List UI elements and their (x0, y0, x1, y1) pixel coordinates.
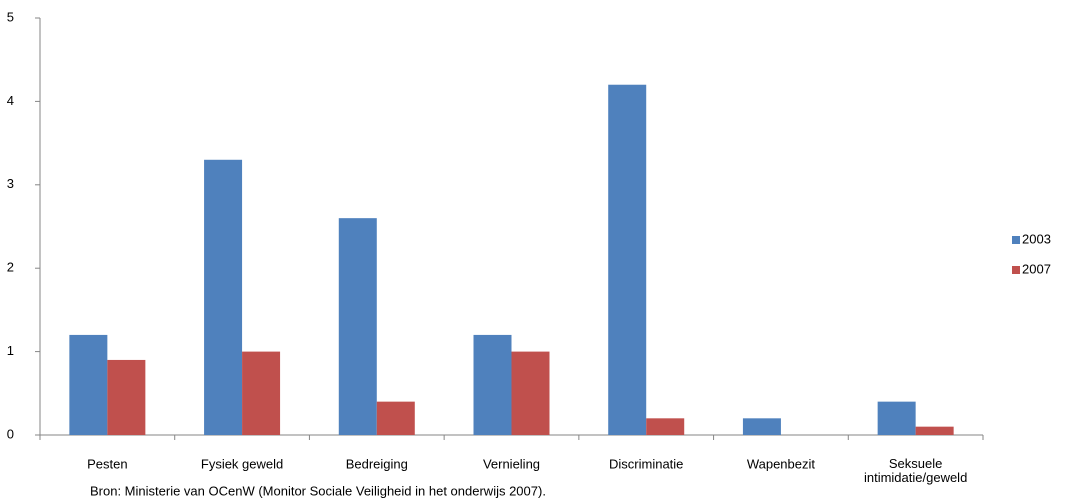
bar (915, 426, 954, 435)
bar (338, 218, 377, 435)
x-tick-label: Seksuele intimidatie/geweld (864, 456, 967, 485)
y-tick-label: 0 (7, 426, 14, 441)
bar (742, 418, 781, 435)
x-tick-label: Bedreiging (346, 456, 408, 471)
bar (242, 351, 281, 435)
bar (877, 401, 916, 435)
bar (646, 418, 685, 435)
x-tick-label: Wapenbezit (747, 456, 816, 471)
bar (608, 84, 647, 435)
source-note: Bron: Ministerie van OCenW (Monitor Soci… (90, 483, 546, 498)
y-tick-label: 5 (7, 9, 14, 24)
legend-label: 2007 (1022, 261, 1051, 276)
y-tick-label: 4 (7, 93, 14, 108)
bar (204, 159, 243, 435)
label-line: intimidatie/geweld (864, 470, 967, 485)
x-tick-label: Vernieling (483, 456, 540, 471)
y-tick-label: 1 (7, 343, 14, 358)
legend-label: 2003 (1022, 231, 1051, 246)
legend-swatch (1012, 236, 1020, 244)
legend-swatch (1012, 266, 1020, 274)
x-tick-label: Pesten (87, 456, 127, 471)
label-line: Seksuele (889, 456, 942, 471)
bar (69, 334, 108, 435)
bar (473, 334, 512, 435)
y-tick-label: 2 (7, 260, 14, 275)
y-tick-label: 3 (7, 176, 14, 191)
bar (107, 359, 146, 435)
bar (376, 401, 415, 435)
x-tick-label: Fysiek geweld (201, 456, 283, 471)
bar (511, 351, 550, 435)
x-tick-label: Discriminatie (609, 456, 683, 471)
